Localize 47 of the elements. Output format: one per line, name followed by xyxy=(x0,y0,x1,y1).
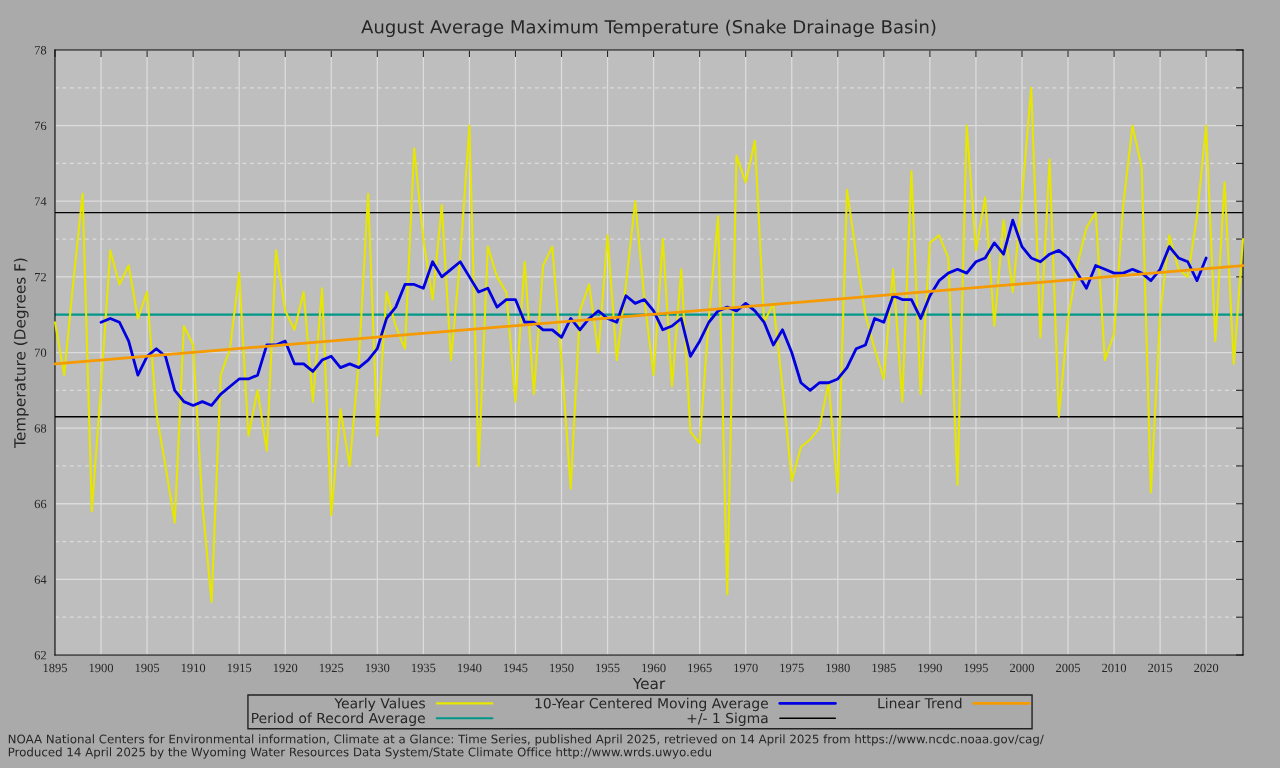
x-tick-label: 1950 xyxy=(550,663,574,673)
text: NOAA National Centers for Environmental information, Climate at a Glance: Time Series, published April 2025, retrieved on 14 April 2025 from https://www.ncdc.noaa.gov/cag/ xyxy=(8,734,1044,746)
x-tick-label: 2020 xyxy=(1194,663,1219,673)
x-tick-label: 1965 xyxy=(688,663,712,673)
x-tick-label: 1980 xyxy=(826,663,850,673)
x-tick-label: 1945 xyxy=(504,663,528,673)
y-tick-label: 72 xyxy=(34,272,46,282)
x-tick-label: 1895 xyxy=(43,663,68,673)
x-tick-label: 1900 xyxy=(89,663,114,673)
x-tick-label: 1985 xyxy=(872,663,896,673)
y-tick-label: 78 xyxy=(34,46,47,55)
y-tick-label: 68 xyxy=(34,424,47,433)
legend-label: Period of Record Average xyxy=(252,712,425,726)
text: Produced 14 April 2025 by the Wyoming Water Resources Data System/State Climate Office http://www.wrds.uwyo.edu xyxy=(8,747,711,759)
x-tick-label: 1925 xyxy=(319,663,344,673)
y-tick-label: 74 xyxy=(34,197,47,206)
x-tick-label: 2000 xyxy=(1010,663,1034,673)
x-tick-label: 2015 xyxy=(1148,663,1173,673)
legend-label: Yearly Values xyxy=(334,697,425,712)
y-tick-label: 70 xyxy=(34,348,47,357)
legend-label: 10-Year Centered Moving Average xyxy=(535,697,768,712)
legend-label: Linear Trend xyxy=(878,697,962,709)
x-tick-label: 1920 xyxy=(273,663,298,673)
y-tick-label: 66 xyxy=(34,499,47,509)
x-tick-label: 1955 xyxy=(596,663,620,673)
legend-label: +/- 1 Sigma xyxy=(687,712,768,726)
x-tick-label: 1910 xyxy=(181,663,206,673)
x-axis-title: Year xyxy=(632,677,666,690)
x-tick-label: 1960 xyxy=(642,663,666,673)
x-tick-label: 1935 xyxy=(411,663,436,673)
x-tick-label: 1915 xyxy=(227,663,252,673)
chart-title: August Average Maximum Temperature (Snake Drainage Basin) xyxy=(361,19,936,38)
y-tick-label: 64 xyxy=(34,575,47,584)
line-series xyxy=(99,218,1208,407)
y-tick-label: 76 xyxy=(34,121,47,131)
y-axis-title: Temperature (Degrees F) xyxy=(13,258,29,448)
x-tick-label: 1970 xyxy=(734,663,758,673)
x-tick-label: 1995 xyxy=(964,663,988,673)
x-tick-label: 1940 xyxy=(458,663,482,673)
y-tick-label: 62 xyxy=(34,651,46,660)
x-tick-label: 1990 xyxy=(918,663,942,673)
x-tick-label: 2010 xyxy=(1102,663,1127,673)
line-series xyxy=(53,86,1245,604)
x-tick-label: 1975 xyxy=(780,663,804,673)
x-tick-label: 1930 xyxy=(365,663,390,673)
x-tick-label: 2005 xyxy=(1056,663,1081,673)
x-tick-label: 1905 xyxy=(135,663,160,673)
